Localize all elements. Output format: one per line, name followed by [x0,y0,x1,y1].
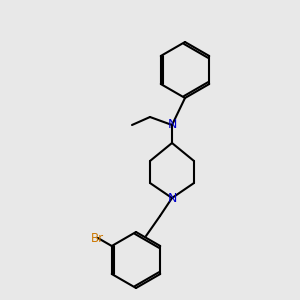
Text: N: N [167,191,177,205]
Text: N: N [167,118,177,131]
Text: Br: Br [91,232,104,244]
